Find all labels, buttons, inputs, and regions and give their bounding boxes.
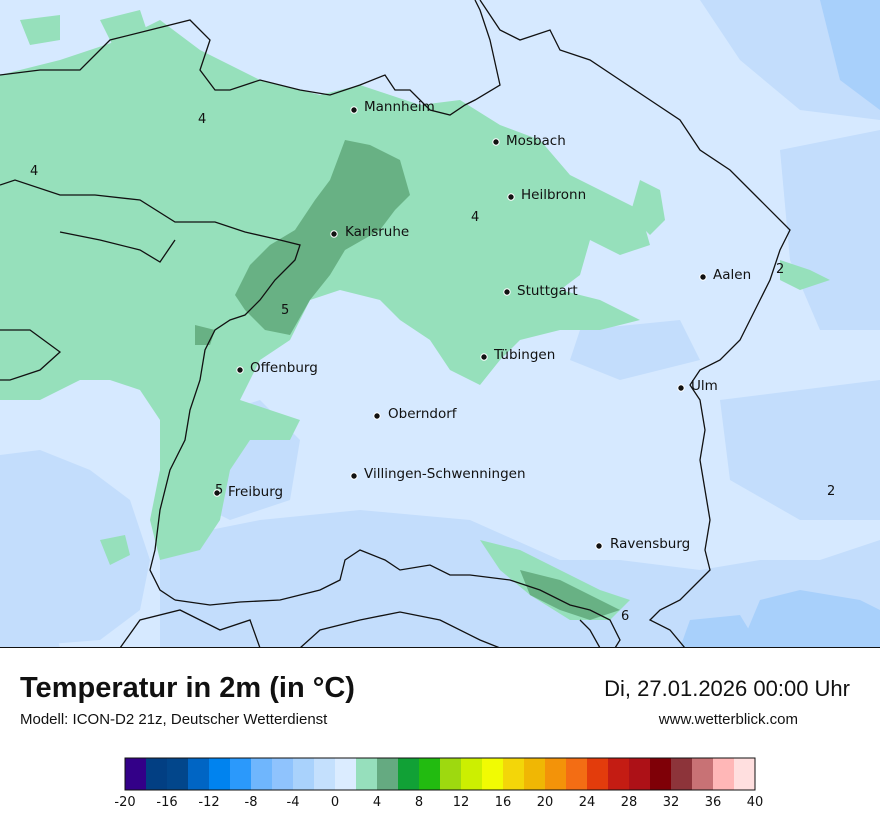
- legend-tick-label: 4: [373, 795, 381, 810]
- legend-swatch: [461, 758, 483, 790]
- legend-swatch: [650, 758, 672, 790]
- legend-swatch: [335, 758, 357, 790]
- legend-frame: [124, 757, 756, 791]
- city-labels: Mannheim Mosbach Heilbronn Karlsruhe Aal…: [228, 99, 751, 552]
- legend-swatch: [545, 758, 567, 790]
- legend-tick-label: -4: [287, 795, 300, 810]
- city-label-ravensburg: Ravensburg: [610, 536, 690, 552]
- isoline-label: 5: [281, 303, 289, 318]
- legend-swatch: [251, 758, 273, 790]
- city-label-tuebingen: Tübingen: [493, 347, 555, 363]
- legend-tick-label: -20: [114, 795, 135, 810]
- legend-swatch: [293, 758, 315, 790]
- legend-swatch: [419, 758, 441, 790]
- legend-tick-label: -12: [198, 795, 219, 810]
- legend-swatches: [124, 757, 756, 791]
- legend-tick-label: -16: [156, 795, 177, 810]
- model-subtitle: Modell: ICON-D2 21z, Deutscher Wetterdie…: [20, 711, 328, 728]
- legend-swatch: [671, 758, 693, 790]
- city-label-stuttgart: Stuttgart: [517, 283, 578, 299]
- city-label-heilbronn: Heilbronn: [521, 187, 586, 203]
- legend-swatch: [629, 758, 651, 790]
- city-label-ulm: Ulm: [691, 378, 718, 394]
- legend-swatch: [440, 758, 462, 790]
- legend-swatch: [188, 758, 210, 790]
- legend-swatch: [608, 758, 630, 790]
- isoline-label: 6: [621, 609, 629, 624]
- legend-swatch: [524, 758, 546, 790]
- city-label-villingen-schwenningen: Villingen-Schwenningen: [364, 466, 526, 482]
- city-label-mosbach: Mosbach: [506, 133, 566, 149]
- borders: [0, 0, 791, 648]
- legend-tick-label: 8: [415, 795, 423, 810]
- legend-swatch: [482, 758, 504, 790]
- isoline-label: 4: [471, 210, 479, 225]
- temperature-map[interactable]: Mannheim Mosbach Heilbronn Karlsruhe Aal…: [0, 0, 880, 648]
- page-title: Temperatur in 2m (in °C): [20, 672, 355, 704]
- city-label-karlsruhe: Karlsruhe: [345, 224, 409, 240]
- isoline-label: 2: [776, 262, 784, 277]
- city-label-aalen: Aalen: [713, 267, 751, 283]
- isoline-label: 2: [827, 484, 835, 499]
- legend-tick-label: 32: [663, 795, 680, 810]
- isoline-label: 5: [215, 483, 223, 498]
- legend-swatch: [503, 758, 525, 790]
- footer: Temperatur in 2m (in °C) Modell: ICON-D2…: [0, 648, 880, 830]
- city-label-oberndorf: Oberndorf: [388, 406, 458, 422]
- legend-ticks: -20 -16 -12 -8 -4 0 4 8 12 16 20 24 28 32 36 40: [114, 795, 763, 810]
- isoline-label: 4: [198, 112, 206, 127]
- legend-swatch: [272, 758, 294, 790]
- legend-swatch: [146, 758, 168, 790]
- legend-swatch: [209, 758, 231, 790]
- legend-tick-label: 40: [747, 795, 764, 810]
- legend-tick-label: 0: [331, 795, 339, 810]
- legend-tick-label: 16: [495, 795, 512, 810]
- legend-swatch: [692, 758, 714, 790]
- legend-tick-label: 24: [579, 795, 596, 810]
- isoline-labels: 4 4 4 5 2 2 5 6: [30, 112, 835, 624]
- city-markers: [213, 106, 707, 550]
- color-legend: -20 -16 -12 -8 -4 0 4 8 12 16 20 24 28 32 36 40: [114, 757, 763, 810]
- legend-swatch: [587, 758, 609, 790]
- legend-swatch: [167, 758, 189, 790]
- legend-tick-label: 20: [537, 795, 554, 810]
- legend-tick-label: 12: [453, 795, 470, 810]
- legend-swatch: [125, 758, 147, 790]
- legend-tick-label: 36: [705, 795, 722, 810]
- city-label-mannheim: Mannheim: [364, 99, 435, 115]
- legend-swatch: [230, 758, 252, 790]
- legend-swatch: [314, 758, 336, 790]
- forecast-datetime: Di, 27.01.2026 00:00 Uhr: [604, 676, 850, 701]
- city-label-freiburg: Freiburg: [228, 484, 283, 500]
- legend-swatch: [734, 758, 756, 790]
- legend-swatch: [356, 758, 378, 790]
- city-label-offenburg: Offenburg: [250, 360, 318, 376]
- website-link[interactable]: www.wetterblick.com: [658, 711, 798, 728]
- legend-swatch: [398, 758, 420, 790]
- colder-area: [680, 0, 880, 648]
- legend-swatch: [377, 758, 399, 790]
- legend-swatch: [713, 758, 735, 790]
- legend-tick-label: -8: [245, 795, 258, 810]
- isoline-label: 4: [30, 164, 38, 179]
- legend-swatch: [566, 758, 588, 790]
- legend-tick-label: 28: [621, 795, 638, 810]
